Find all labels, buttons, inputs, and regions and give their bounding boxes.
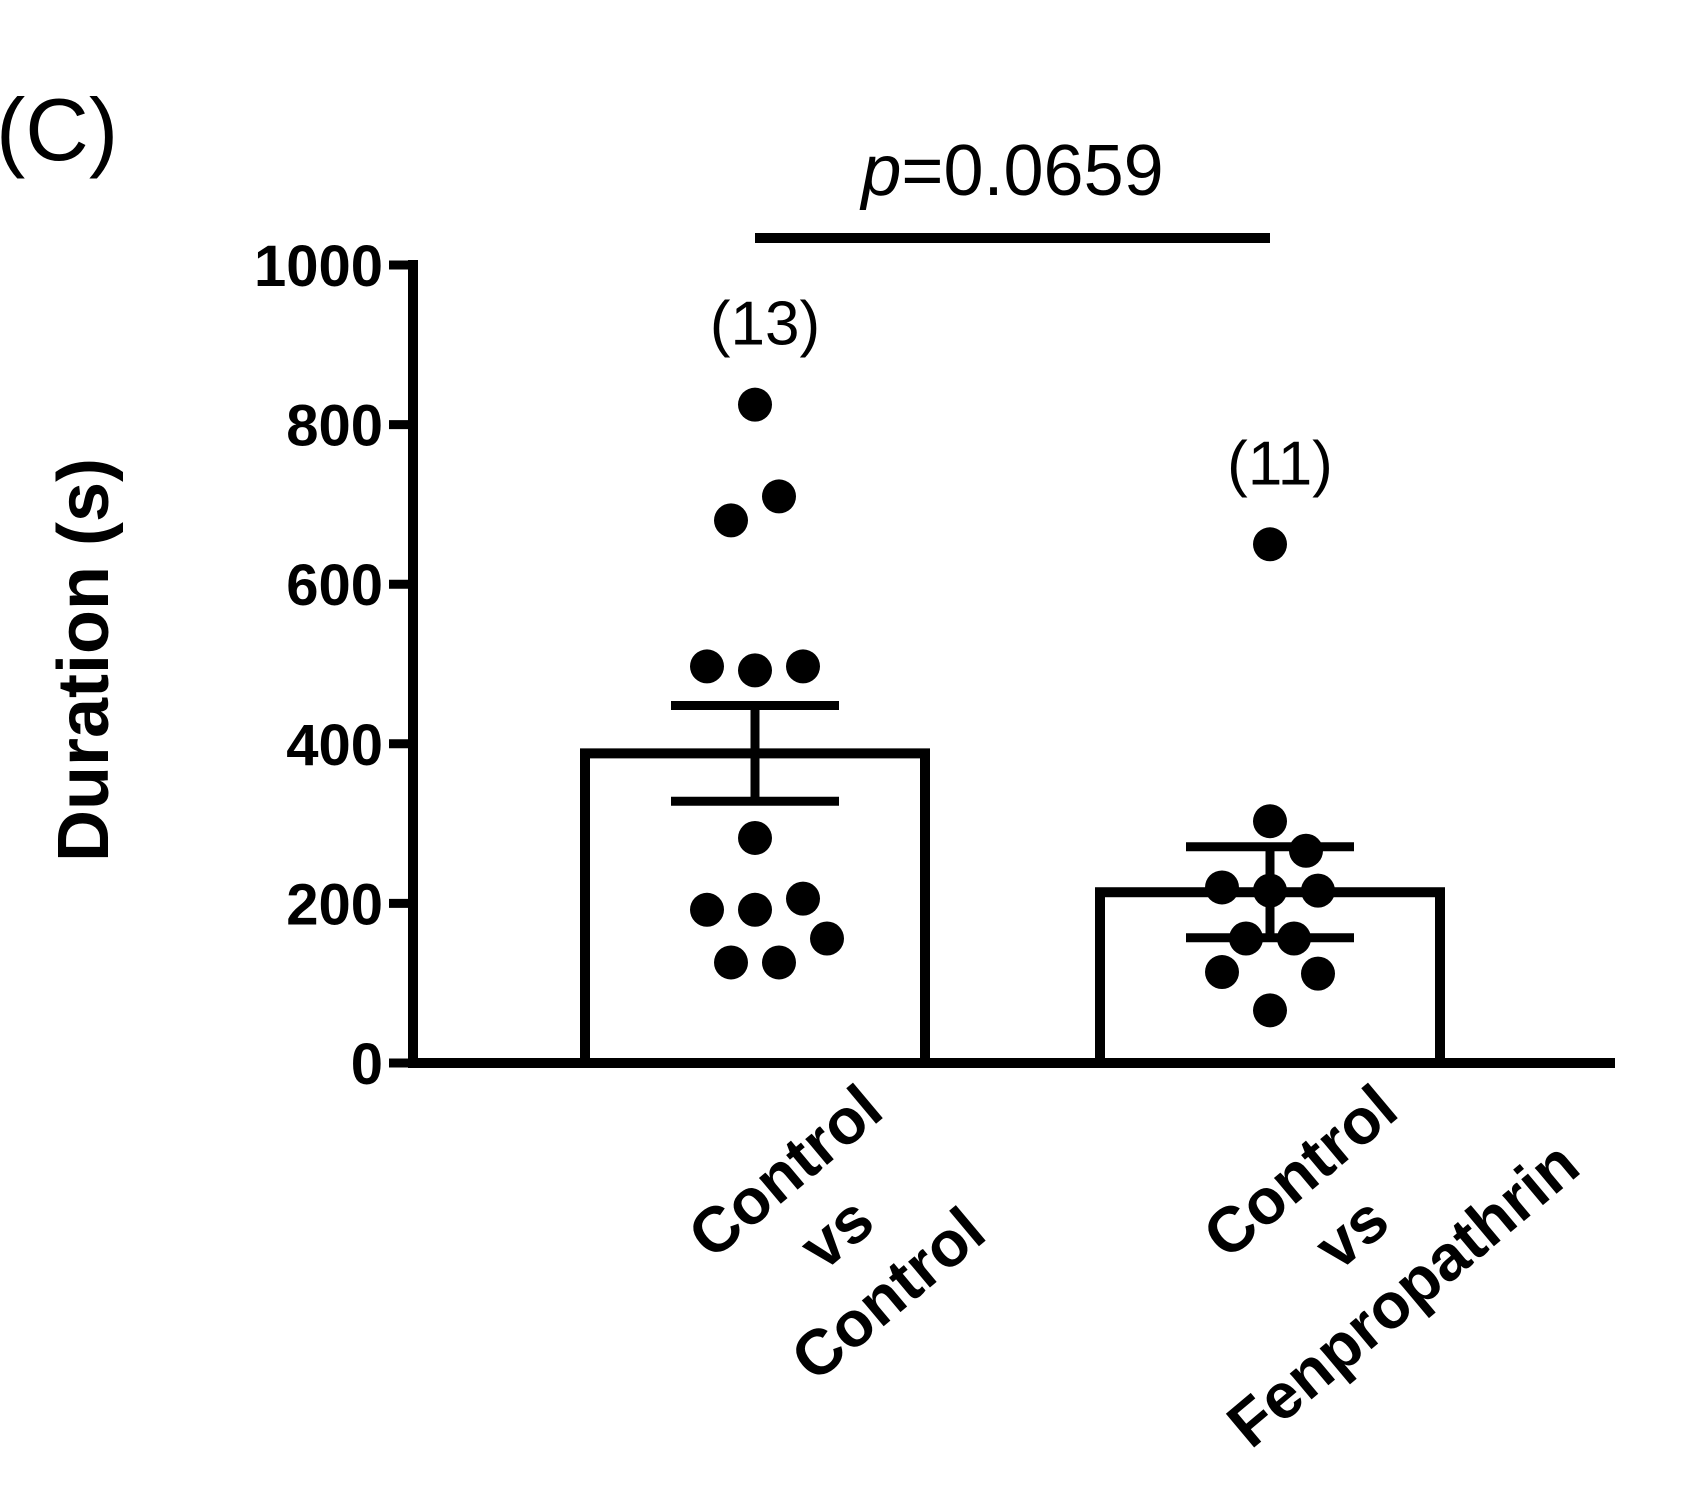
y-axis-label: Duration (s) <box>44 458 124 862</box>
data-point-1-13 <box>762 945 796 980</box>
data-point-1-4 <box>690 649 724 684</box>
data-point-1-11 <box>810 921 844 956</box>
data-point-2-11 <box>1253 993 1287 1028</box>
data-point-2-2 <box>1253 804 1287 839</box>
panel-label: (C) <box>0 80 118 179</box>
data-point-1-1 <box>738 387 772 422</box>
sample-size-label-2: (11) <box>1227 429 1333 498</box>
data-point-1-6 <box>786 649 820 684</box>
y-tick-label-0: 0 <box>351 1032 383 1097</box>
p-value-label: p=0.0659 <box>859 131 1163 211</box>
data-points-layer <box>690 387 1335 1028</box>
data-point-1-12 <box>714 945 748 980</box>
data-point-1-10 <box>786 881 820 916</box>
data-point-1-3 <box>714 503 748 538</box>
data-point-2-9 <box>1205 955 1239 990</box>
data-point-2-7 <box>1229 921 1263 956</box>
significance-annotation: p=0.0659 <box>755 131 1270 243</box>
y-tick-label-600: 600 <box>286 553 383 618</box>
sample-size-labels: (13) (11) <box>710 290 1333 499</box>
data-point-2-1 <box>1253 527 1287 562</box>
error-bars-layer <box>671 700 1354 943</box>
data-point-2-3 <box>1289 833 1323 868</box>
y-ticks-layer: 0 200 400 600 800 1000 <box>254 234 413 1097</box>
y-tick-label-200: 200 <box>286 872 383 937</box>
data-point-2-5 <box>1253 873 1287 908</box>
data-point-2-4 <box>1205 870 1239 905</box>
data-point-1-9 <box>738 892 772 927</box>
data-point-1-7 <box>738 820 772 855</box>
data-point-1-2 <box>762 479 796 514</box>
data-point-2-6 <box>1301 873 1335 908</box>
axes-layer <box>408 260 1615 1068</box>
y-tick-label-400: 400 <box>286 713 383 778</box>
y-tick-label-1000: 1000 <box>254 234 383 299</box>
data-point-2-8 <box>1277 921 1311 956</box>
sample-size-label-1: (13) <box>710 290 820 359</box>
data-point-2-10 <box>1301 956 1335 991</box>
data-point-1-8 <box>690 892 724 927</box>
data-point-1-5 <box>738 653 772 688</box>
y-tick-label-800: 800 <box>286 394 383 459</box>
